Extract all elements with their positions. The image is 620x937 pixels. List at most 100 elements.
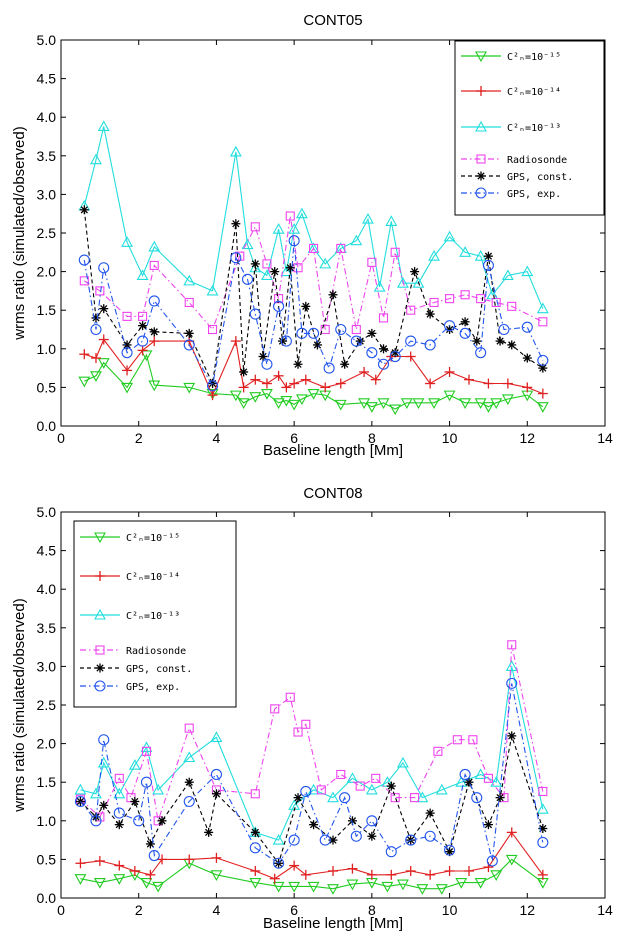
data-point [184, 297, 194, 308]
data-point [459, 398, 472, 409]
data-point [397, 879, 409, 891]
data-point [390, 793, 400, 803]
data-point [94, 855, 105, 866]
data-point [502, 378, 513, 389]
data-point [210, 731, 223, 742]
legend-box [454, 40, 605, 216]
data-point [459, 327, 471, 339]
data-point [231, 219, 241, 229]
data-point [250, 789, 260, 799]
data-point [428, 398, 440, 409]
data-point [483, 820, 493, 830]
data-point [293, 793, 303, 803]
data-point [288, 834, 300, 846]
data-point [385, 215, 398, 226]
data-point [537, 388, 548, 399]
legend-marker [476, 171, 486, 181]
data-point [464, 865, 474, 876]
y-tick-label: 3.0 [37, 658, 57, 674]
data-point [230, 336, 241, 347]
series-line [79, 683, 544, 865]
data-point [346, 879, 359, 891]
data-point [270, 267, 280, 277]
data-point [340, 359, 350, 369]
data-point [93, 878, 106, 889]
data-point [184, 777, 194, 787]
data-point [98, 262, 110, 274]
data-point [148, 380, 161, 392]
data-point [452, 735, 462, 745]
legend-label: Radiosonde [126, 646, 186, 657]
x-tick-label: 0 [57, 430, 65, 446]
data-point [157, 816, 167, 826]
data-point [137, 335, 149, 347]
data-point [412, 277, 425, 288]
data-point [130, 797, 140, 806]
data-point [273, 300, 285, 312]
x-tick-label: 2 [135, 902, 143, 918]
data-point [149, 336, 160, 347]
y-tick-label: 3.0 [37, 186, 57, 202]
data-point [75, 858, 86, 869]
data-point [261, 269, 273, 281]
data-point [74, 795, 86, 808]
chart-title: CONT05 [303, 12, 362, 29]
plot-frame [60, 511, 606, 899]
data-point [359, 366, 370, 377]
series-line [80, 733, 544, 865]
legend-item: GPS, exp. [80, 680, 180, 693]
data-point [435, 783, 448, 795]
data-point [148, 240, 161, 252]
data-point [366, 815, 378, 827]
data-point [90, 787, 102, 799]
data-point [505, 660, 518, 671]
data-point [444, 844, 456, 856]
data-point [537, 869, 548, 880]
data-point [506, 827, 517, 838]
data-point [490, 870, 503, 881]
data-point [74, 783, 87, 795]
data-point [370, 374, 381, 385]
data-point [507, 640, 517, 650]
data-point [250, 827, 260, 837]
data-point [149, 327, 159, 337]
legend-item: C²ₙ=10⁻¹³ [80, 608, 180, 622]
data-point [538, 317, 548, 327]
x-tick-label: 4 [213, 902, 221, 918]
data-point [350, 335, 362, 347]
data-point [90, 815, 102, 827]
data-point [435, 884, 448, 895]
data-point [328, 865, 338, 876]
data-point [261, 378, 272, 389]
data-point [425, 378, 436, 389]
data-point [412, 398, 425, 409]
data-point [377, 358, 390, 370]
x-tick-label: 12 [519, 430, 535, 446]
data-point [335, 378, 346, 389]
x-axis-label: Baseline length [Mm] [263, 442, 403, 459]
legend-marker [476, 154, 486, 164]
data-point [347, 863, 358, 874]
data-point [148, 295, 160, 307]
data-point [507, 731, 517, 741]
legend-item: Radiosonde [461, 154, 567, 166]
data-point [334, 399, 347, 411]
data-point [328, 290, 338, 300]
data-point [405, 834, 417, 846]
data-point [229, 145, 242, 157]
data-point [336, 769, 346, 780]
data-point [114, 860, 125, 871]
data-point [289, 860, 300, 871]
data-point [406, 305, 416, 315]
y-tick-label: 1.0 [37, 341, 57, 357]
data-point [366, 869, 377, 880]
data-point [206, 380, 219, 392]
data-point [339, 792, 351, 804]
data-point [114, 820, 124, 830]
legend-item: GPS, const. [461, 171, 573, 183]
data-point [367, 831, 377, 841]
data-point [152, 881, 165, 893]
data-point [210, 768, 222, 781]
